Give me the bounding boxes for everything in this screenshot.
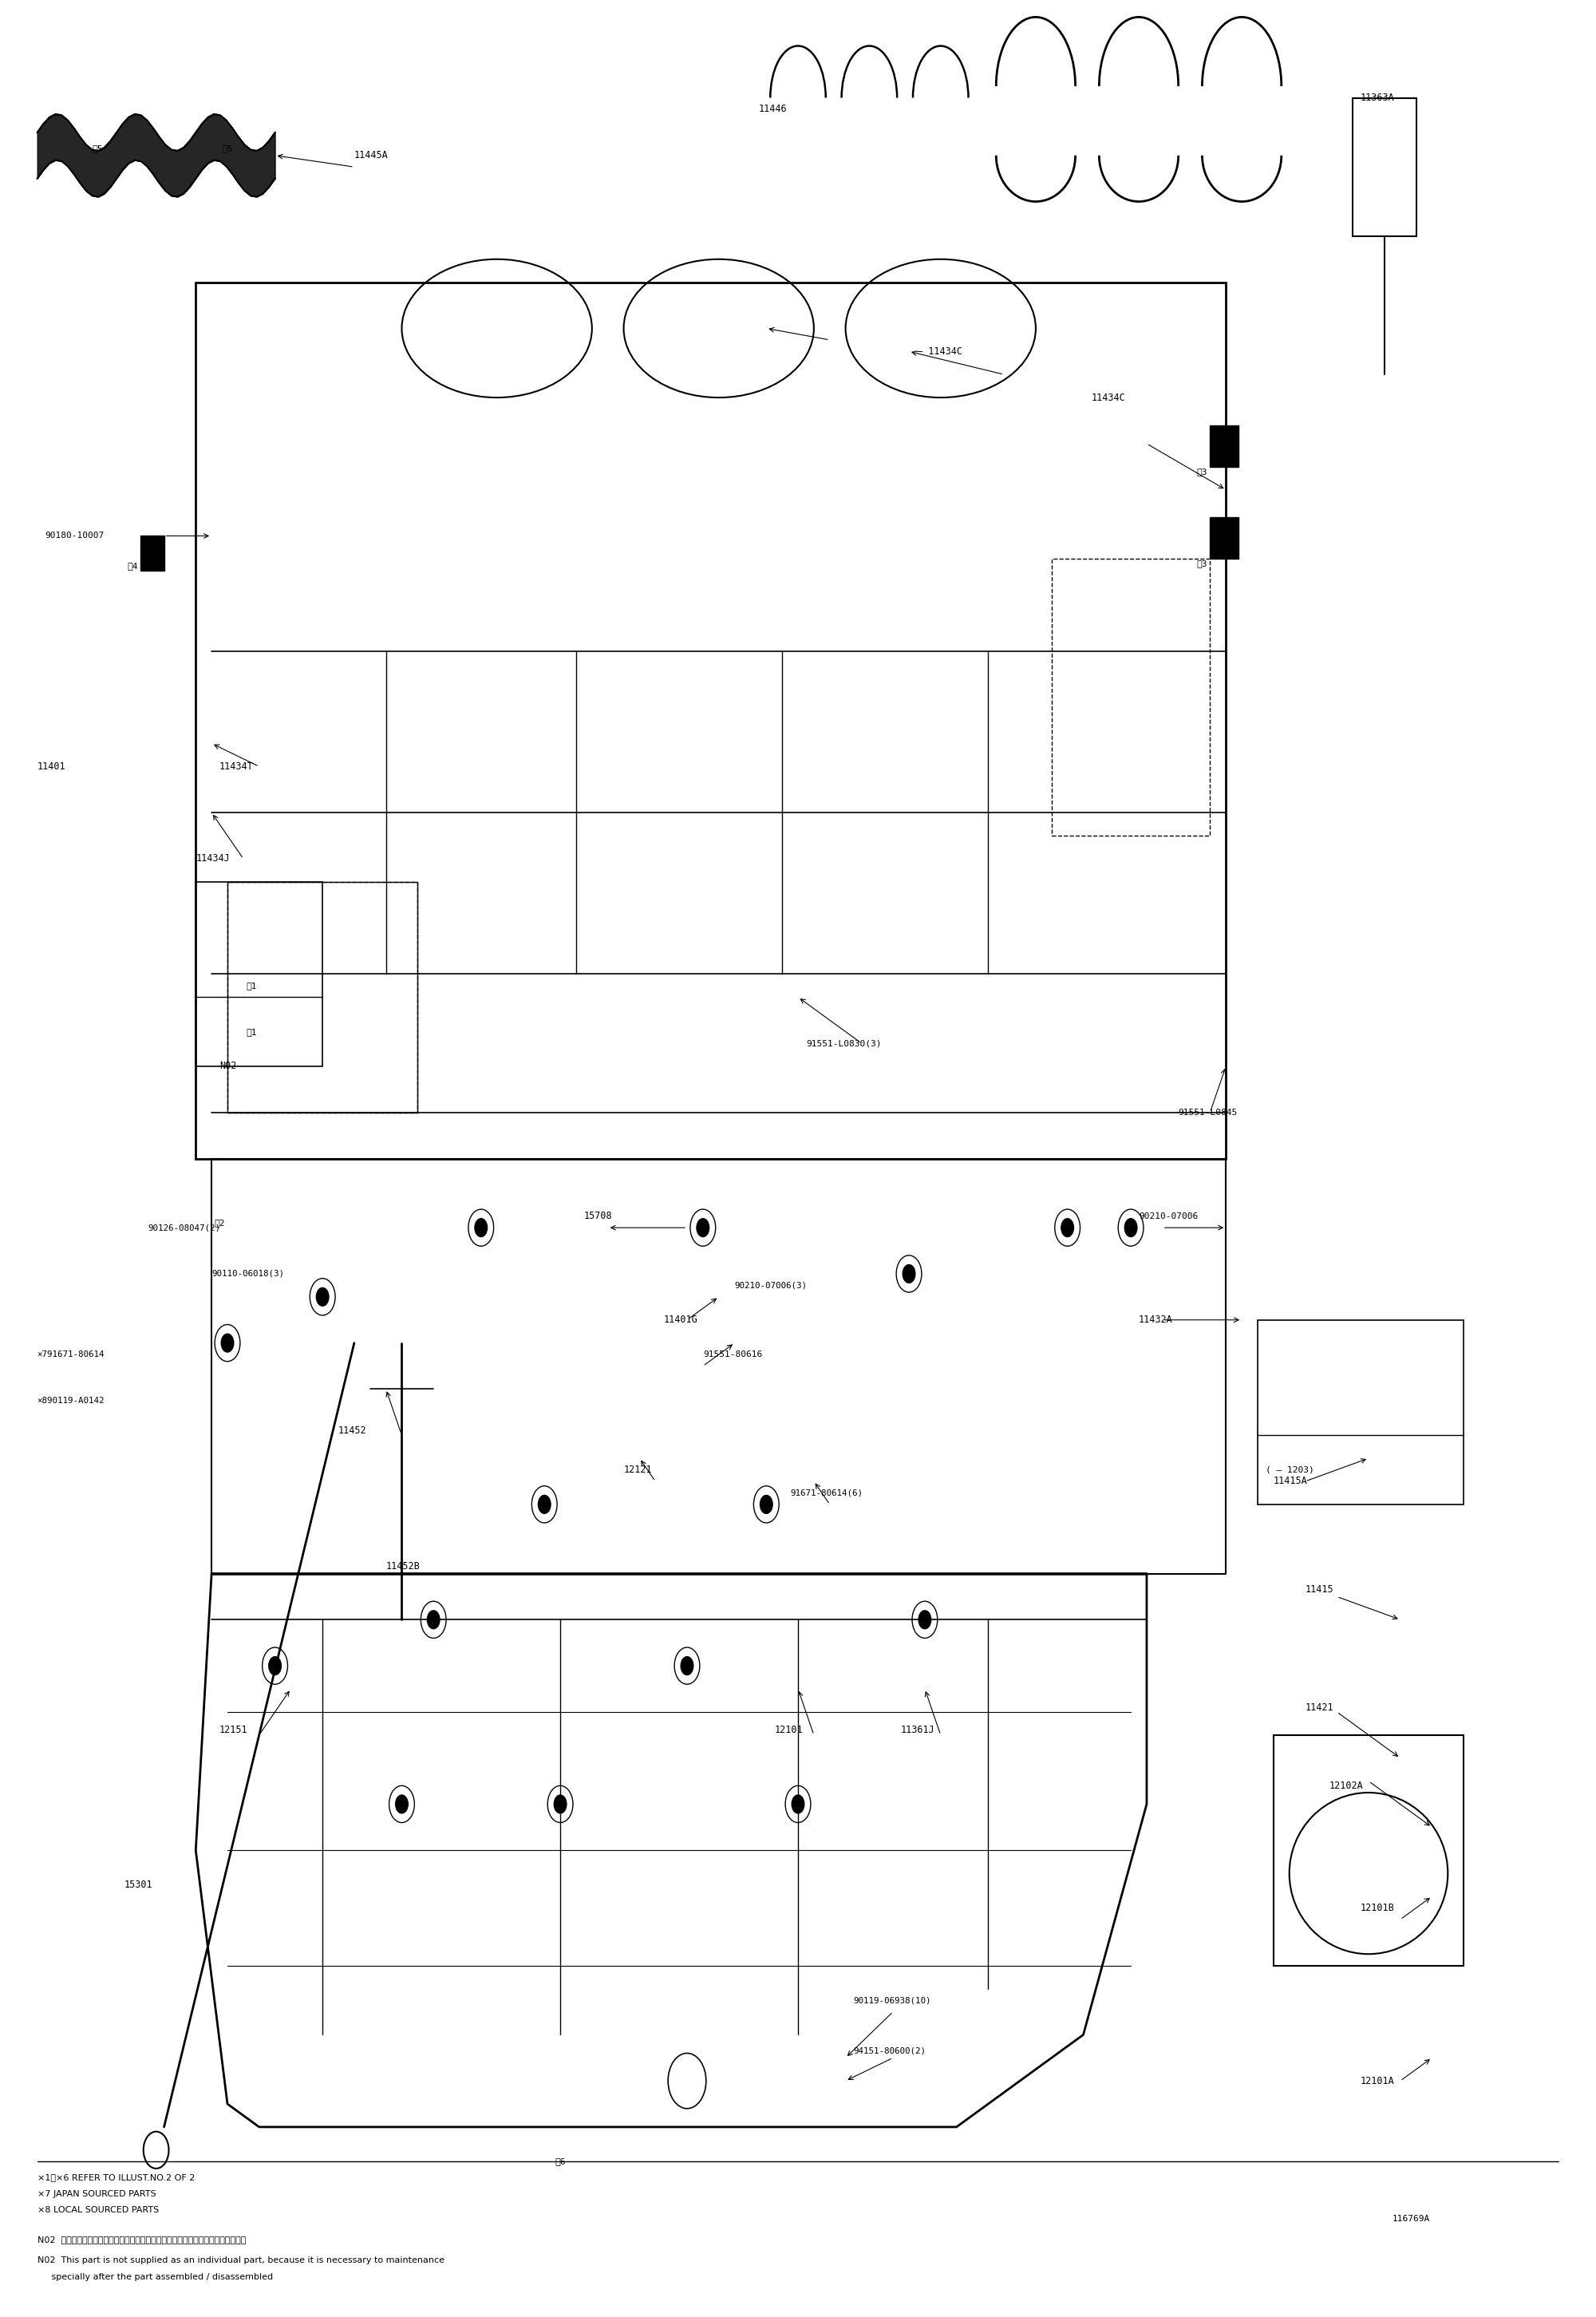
Circle shape: [474, 1219, 487, 1237]
Text: ※1: ※1: [246, 982, 257, 989]
Text: 12101: 12101: [774, 1726, 803, 1735]
Text: 15301: 15301: [124, 1879, 153, 1891]
Text: ※1: ※1: [246, 1029, 257, 1036]
Text: — 11434C: — 11434C: [916, 345, 962, 357]
Bar: [228, 883, 418, 1112]
Bar: [140, 535, 164, 570]
Bar: [1274, 1735, 1464, 1965]
Text: ※5: ※5: [93, 144, 102, 153]
Circle shape: [760, 1494, 772, 1513]
Text: 11415A: 11415A: [1274, 1476, 1307, 1488]
Text: ※5: ※5: [222, 144, 233, 153]
Text: ×8 LOCAL SOURCED PARTS: ×8 LOCAL SOURCED PARTS: [37, 2206, 158, 2215]
Text: ※2: ※2: [214, 1219, 225, 1228]
Text: 91551-L0830(3): 91551-L0830(3): [806, 1040, 881, 1047]
Text: 90110-06018(3): 90110-06018(3): [212, 1270, 284, 1277]
Circle shape: [268, 1657, 281, 1675]
Text: 12121: 12121: [624, 1464, 653, 1476]
Circle shape: [918, 1610, 930, 1629]
Circle shape: [681, 1657, 693, 1675]
Text: 91551-80616: 91551-80616: [702, 1351, 763, 1358]
Text: 11415: 11415: [1306, 1585, 1334, 1594]
Text: ※6: ※6: [555, 2157, 565, 2166]
Text: 91671-80614(6): 91671-80614(6): [790, 1490, 863, 1497]
Text: 11432A: 11432A: [1140, 1314, 1173, 1325]
Text: 11434C: 11434C: [1092, 392, 1125, 403]
Circle shape: [538, 1494, 551, 1513]
Text: ×791671-80614: ×791671-80614: [37, 1351, 105, 1358]
Circle shape: [428, 1610, 440, 1629]
Text: ※4: ※4: [128, 563, 137, 570]
Text: ×1～×6 REFER TO ILLUST.NO.2 OF 2: ×1～×6 REFER TO ILLUST.NO.2 OF 2: [37, 2173, 195, 2183]
Circle shape: [396, 1796, 409, 1814]
Text: 90119-06938(10): 90119-06938(10): [854, 1997, 932, 2004]
Bar: [228, 883, 418, 1112]
Text: 12101A: 12101A: [1361, 2076, 1395, 2085]
Text: 11401G: 11401G: [664, 1314, 697, 1325]
Text: 15708: 15708: [584, 1212, 613, 1221]
Bar: [196, 883, 322, 1066]
Text: N02  This part is not supplied as an individual part, because it is necessary to: N02 This part is not supplied as an indi…: [37, 2257, 444, 2264]
Text: 11401: 11401: [37, 762, 65, 772]
Bar: [1210, 426, 1238, 466]
Text: 90210-07006: 90210-07006: [1140, 1212, 1199, 1221]
Text: 12151: 12151: [220, 1726, 247, 1735]
Bar: [1353, 97, 1416, 236]
Text: N02: N02: [220, 1061, 236, 1070]
Text: 11445A: 11445A: [354, 151, 388, 160]
Circle shape: [1061, 1219, 1074, 1237]
Text: specially after the part assembled / disassembled: specially after the part assembled / dis…: [37, 2273, 273, 2280]
Text: ※3: ※3: [1197, 468, 1208, 475]
Bar: [1210, 517, 1238, 558]
Text: 11452: 11452: [338, 1425, 367, 1437]
Text: 90126-08047(2): 90126-08047(2): [148, 1223, 220, 1233]
Circle shape: [222, 1335, 233, 1353]
Text: 94151-80600(2): 94151-80600(2): [854, 2046, 926, 2055]
Text: 11363A: 11363A: [1361, 93, 1395, 102]
Text: 11452B: 11452B: [386, 1562, 420, 1571]
Text: N02  この部品は、組付け後の特殊な加工が必要なため、単品では補給していません: N02 この部品は、組付け後の特殊な加工が必要なため、単品では補給していません: [37, 2236, 246, 2243]
Text: 90210-07006(3): 90210-07006(3): [734, 1281, 808, 1288]
Text: ×7 JAPAN SOURCED PARTS: ×7 JAPAN SOURCED PARTS: [37, 2190, 156, 2199]
Text: 90180-10007: 90180-10007: [45, 533, 104, 540]
Bar: [1258, 1321, 1464, 1504]
Text: ( — 1203): ( — 1203): [1266, 1467, 1314, 1474]
Text: 11446: 11446: [758, 104, 787, 114]
Bar: [196, 283, 1226, 1158]
Text: 11434J: 11434J: [196, 853, 230, 864]
Text: 12101B: 12101B: [1361, 1902, 1395, 1914]
Text: ※3: ※3: [1197, 561, 1208, 568]
Circle shape: [554, 1796, 567, 1814]
Circle shape: [316, 1288, 329, 1307]
Bar: [1052, 558, 1210, 836]
Text: 91551-L0845: 91551-L0845: [1178, 1108, 1237, 1117]
Circle shape: [1125, 1219, 1138, 1237]
Text: 11421: 11421: [1306, 1703, 1334, 1712]
Text: 12102A: 12102A: [1329, 1779, 1363, 1791]
Circle shape: [696, 1219, 709, 1237]
Text: 11434T: 11434T: [220, 762, 254, 772]
Text: 116769A: 116769A: [1392, 2215, 1430, 2224]
Circle shape: [792, 1796, 804, 1814]
Text: ×890119-A0142: ×890119-A0142: [37, 1397, 105, 1404]
Circle shape: [903, 1265, 915, 1284]
Text: 11361J: 11361J: [902, 1726, 935, 1735]
